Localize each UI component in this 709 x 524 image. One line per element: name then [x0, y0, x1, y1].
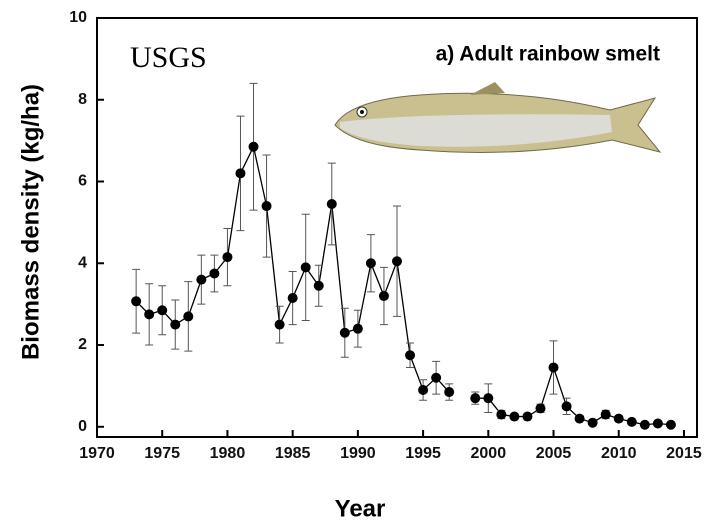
x-tick-label: 2015 — [666, 445, 702, 462]
data-point — [640, 420, 650, 430]
data-point — [157, 305, 167, 315]
data-point — [666, 420, 676, 430]
data-point — [549, 363, 559, 373]
data-point — [588, 418, 598, 428]
data-point — [392, 256, 402, 266]
data-point — [379, 291, 389, 301]
data-point — [183, 311, 193, 321]
data-point — [249, 142, 259, 152]
y-tick-label: 8 — [78, 91, 87, 108]
data-point — [262, 201, 272, 211]
x-tick-label: 2005 — [536, 445, 572, 462]
y-axis-label: Biomass density (kg/ha) — [17, 84, 44, 360]
x-axis-label: Year — [335, 495, 386, 522]
y-tick-label: 6 — [78, 173, 87, 190]
data-point — [235, 168, 245, 178]
chart: USGS a) Adult rainbow smelt Year Biomass… — [0, 0, 709, 524]
data-point — [653, 419, 663, 429]
x-tick-label: 1975 — [144, 445, 180, 462]
data-point — [627, 417, 637, 427]
data-point — [222, 252, 232, 262]
data-point — [614, 414, 624, 424]
data-line — [136, 147, 449, 392]
data-point — [288, 293, 298, 303]
data-point — [170, 320, 180, 330]
data-point — [431, 373, 441, 383]
x-tick-label: 1985 — [275, 445, 311, 462]
data-point — [327, 199, 337, 209]
data-point — [509, 412, 519, 422]
x-tick-label: 1980 — [210, 445, 246, 462]
data-point — [483, 393, 493, 403]
y-tick-label: 10 — [69, 9, 87, 26]
data-point — [366, 258, 376, 268]
data-point — [301, 262, 311, 272]
data-point — [522, 412, 532, 422]
data-point — [444, 387, 454, 397]
data-point — [562, 401, 572, 411]
data-point — [535, 403, 545, 413]
data-point — [418, 385, 428, 395]
x-tick-label: 1970 — [79, 445, 115, 462]
annotation: a) Adult rainbow smelt — [436, 43, 660, 66]
data-point — [131, 296, 141, 306]
x-tick-label: 1990 — [340, 445, 376, 462]
data-point — [575, 414, 585, 424]
data-point — [275, 320, 285, 330]
x-tick-label: 2010 — [601, 445, 637, 462]
data-point — [144, 309, 154, 319]
data-point — [340, 328, 350, 338]
x-tick-label: 1995 — [405, 445, 441, 462]
data-point — [470, 393, 480, 403]
annotation: USGS — [130, 41, 207, 74]
data-point — [196, 275, 206, 285]
fish-illustration — [335, 82, 660, 152]
data-point — [496, 410, 506, 420]
y-tick-label: 0 — [78, 418, 87, 435]
data-point — [314, 281, 324, 291]
y-tick-label: 2 — [78, 336, 87, 353]
data-point — [405, 350, 415, 360]
data-point — [353, 324, 363, 334]
data-point — [601, 410, 611, 420]
data-point — [209, 268, 219, 278]
y-tick-label: 4 — [78, 254, 87, 271]
x-tick-label: 2000 — [471, 445, 507, 462]
